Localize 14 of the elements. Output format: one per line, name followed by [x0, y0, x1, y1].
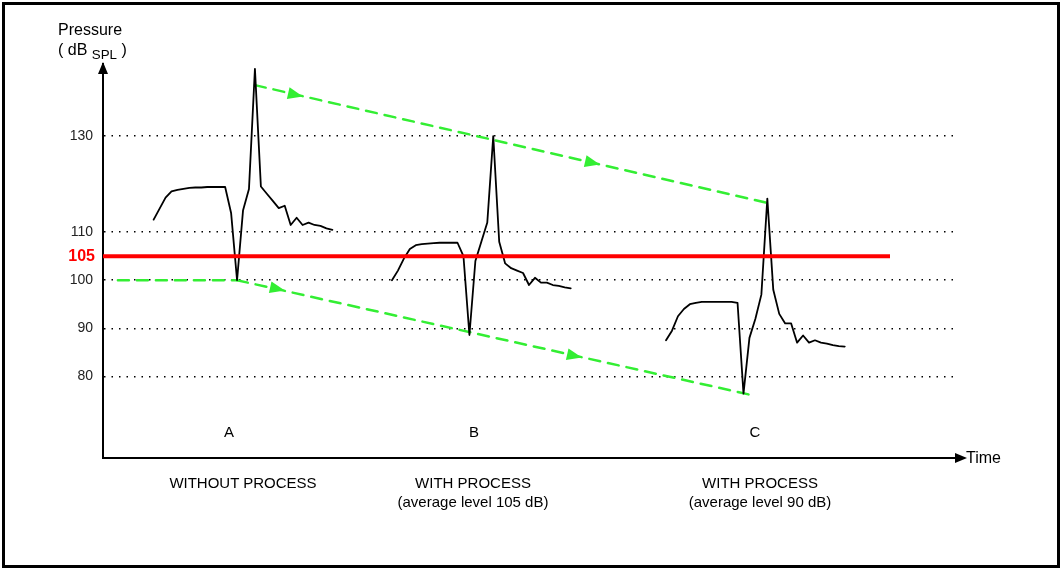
y-tick-label: 80 [77, 367, 94, 384]
y-tick-label: 130 [69, 126, 94, 143]
text: WITH PROCESS (average level 90 dB) [687, 473, 833, 511]
text: WITHOUT PROCESS [168, 473, 318, 492]
annotation: C [748, 422, 762, 441]
y-axis-title: Pressure ( dB $_{SPL}$ ) [58, 20, 127, 65]
x-axis-title: Time [966, 449, 1001, 467]
annotation: B [468, 422, 480, 441]
y-tick-label: 110 [70, 223, 94, 240]
y-tick-label: 90 [77, 319, 94, 336]
ref-line-label: 105 [68, 246, 96, 264]
annotation: A [223, 422, 235, 441]
y-tick-label: 100 [69, 271, 94, 288]
text: WITH PROCESS (average level 105 dB) [396, 473, 550, 511]
